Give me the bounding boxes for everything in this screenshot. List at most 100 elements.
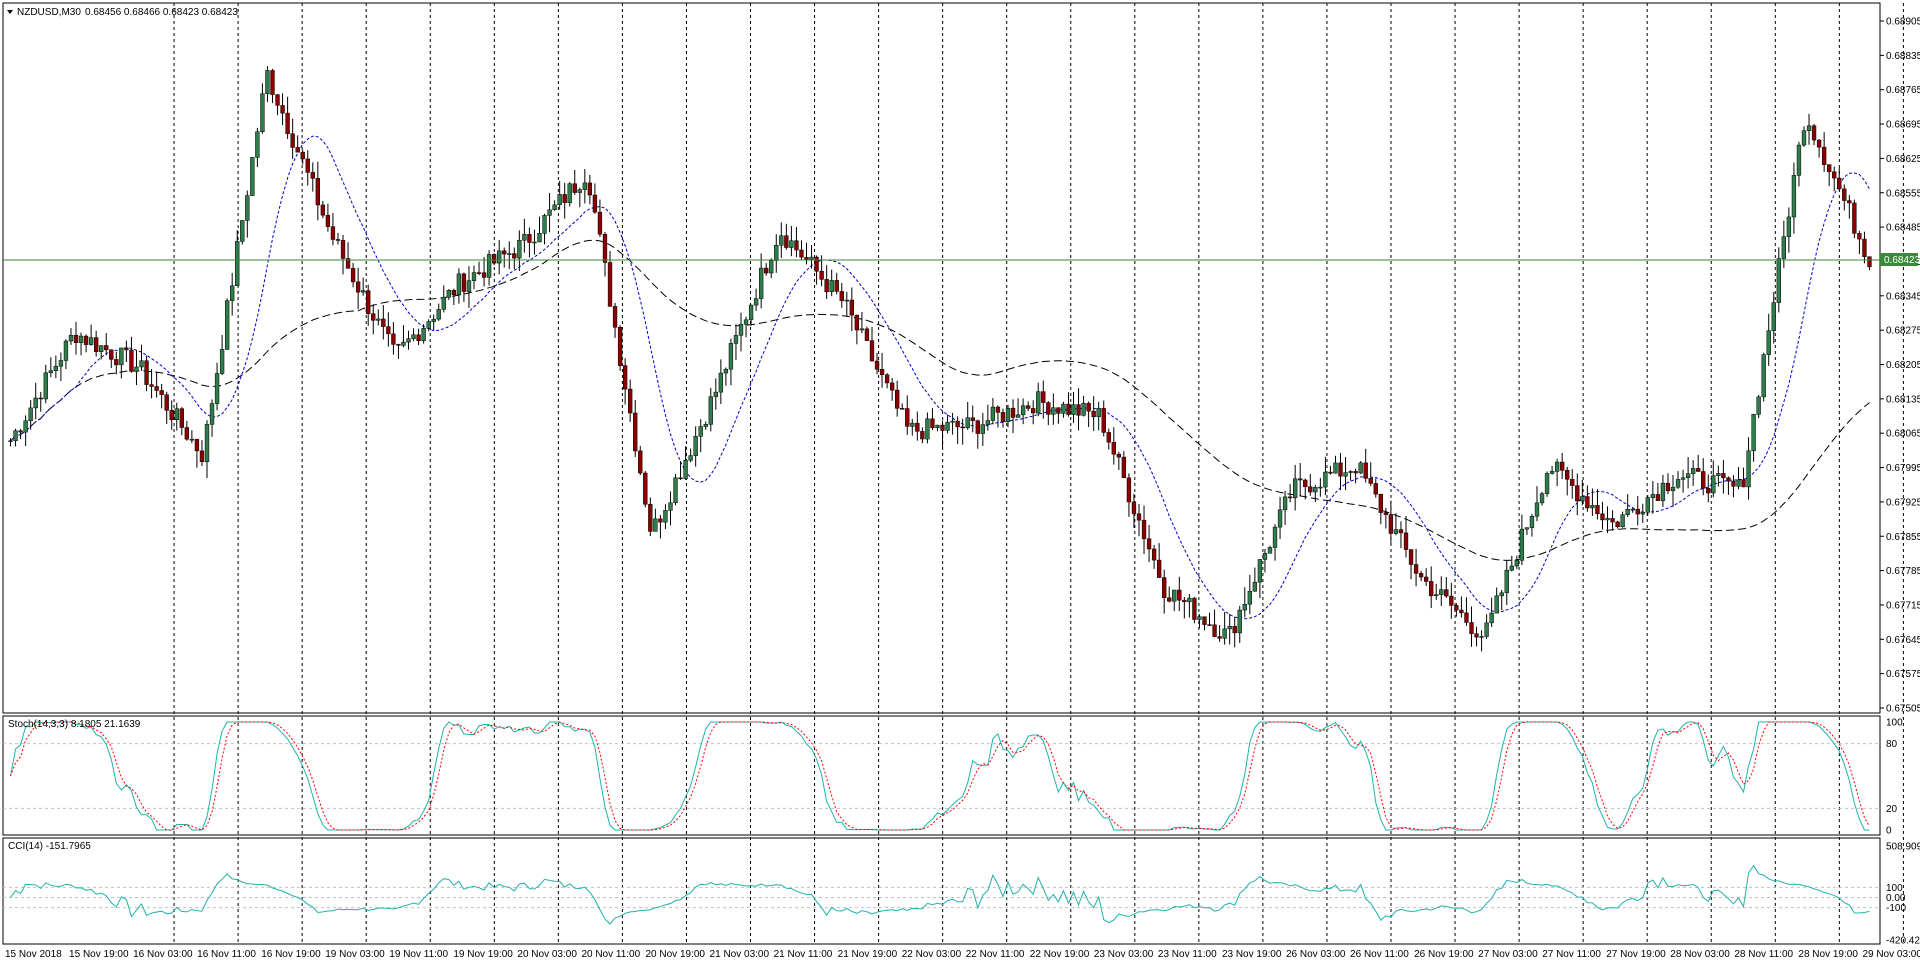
time-tick-label: 20 Nov 03:00 <box>517 949 577 960</box>
candle-body <box>1192 597 1197 620</box>
candle-body <box>1560 461 1565 471</box>
candle-body <box>355 281 361 293</box>
candle-body <box>900 408 905 410</box>
price-tick-label: 0.68625 <box>1886 154 1920 165</box>
candle-body <box>970 417 975 421</box>
candle-body <box>874 360 880 370</box>
candle-body <box>1232 626 1237 634</box>
candle-body <box>950 420 955 423</box>
candle-body <box>1711 475 1716 494</box>
time-tick-label: 28 Nov 19:00 <box>1798 949 1858 960</box>
candle-body <box>940 424 945 431</box>
candle-body <box>708 396 713 425</box>
candle-body <box>1403 532 1409 550</box>
candle-body <box>743 319 749 325</box>
candle-body <box>194 438 200 452</box>
price-tick-label: 0.67855 <box>1886 532 1920 543</box>
candle-body <box>1126 477 1132 503</box>
candle-body <box>1408 549 1414 565</box>
time-tick-label: 23 Nov 03:00 <box>1094 949 1154 960</box>
candle-body <box>955 420 960 428</box>
candle-body <box>748 304 754 321</box>
candle-body <box>245 195 250 221</box>
candle-body <box>774 245 779 261</box>
candle-body <box>1388 514 1394 534</box>
candle-body <box>1141 519 1147 540</box>
candle-body <box>1272 526 1278 548</box>
chevron-down-icon[interactable] <box>7 10 13 14</box>
candle-body <box>1197 616 1202 620</box>
candle-body <box>134 366 139 372</box>
candle-body <box>628 388 633 414</box>
candle-body <box>1237 609 1242 634</box>
candle-body <box>925 418 930 440</box>
candle-body <box>859 328 865 331</box>
candle-body <box>713 391 718 397</box>
time-tick-label: 16 Nov 19:00 <box>261 949 321 960</box>
candle-body <box>381 318 386 327</box>
candle-body <box>219 349 225 374</box>
candle-body <box>1247 590 1252 605</box>
candle-body <box>1177 589 1182 601</box>
candle-body <box>1751 414 1756 452</box>
candle-body <box>1151 548 1157 561</box>
candle-body <box>1827 164 1832 173</box>
candle-body <box>416 334 421 341</box>
time-tick-label: 20 Nov 19:00 <box>646 949 706 960</box>
candle-body <box>345 258 351 269</box>
candle-body <box>189 438 195 441</box>
time-tick-label: 19 Nov 03:00 <box>325 949 385 960</box>
candle-body <box>149 384 154 387</box>
candle-body <box>376 318 381 321</box>
candle-body <box>673 477 678 504</box>
candle-body <box>265 70 270 95</box>
candle-body <box>1590 505 1595 509</box>
candle-body <box>1202 616 1207 625</box>
candle-body <box>1207 624 1212 626</box>
candle-body <box>1771 302 1776 331</box>
time-tick-label: 28 Nov 03:00 <box>1670 949 1730 960</box>
candle-body <box>753 298 759 306</box>
candle-body <box>1358 462 1363 474</box>
candle-body <box>1036 391 1041 414</box>
candle-body <box>1650 494 1656 498</box>
price-tick-label: 0.68345 <box>1886 291 1920 302</box>
candle-body <box>879 369 885 376</box>
candle-body <box>1554 461 1560 472</box>
candle-body <box>164 394 169 411</box>
cci-tick-label: 508.909 <box>1886 842 1920 853</box>
candle-body <box>1575 485 1580 502</box>
candle-body <box>1348 471 1353 473</box>
candle-body <box>1005 407 1011 422</box>
candle-body <box>179 408 184 428</box>
candle-body <box>678 477 683 480</box>
candle-body <box>33 397 38 409</box>
candle-body <box>1479 636 1484 638</box>
candle-body <box>1071 404 1076 415</box>
candle-body <box>1106 432 1111 443</box>
cci-tick-label: -420.4212 <box>1886 936 1920 947</box>
candle-body <box>915 422 920 432</box>
candle-body <box>1121 456 1127 479</box>
candle-body <box>1015 414 1021 418</box>
candle-body <box>441 296 446 310</box>
candle-body <box>1529 516 1535 528</box>
candle-body <box>280 105 285 114</box>
stoch-axis: 100 80 20 0 <box>1886 718 1903 837</box>
candle-body <box>366 290 371 314</box>
candle-body <box>809 256 814 260</box>
time-tick-label: 16 Nov 03:00 <box>133 949 193 960</box>
candle-body <box>1182 599 1187 603</box>
candle-body <box>567 183 572 204</box>
candle-body <box>1655 494 1661 501</box>
candle-body <box>547 209 552 216</box>
candle-body <box>1061 403 1066 414</box>
candle-body <box>1514 560 1519 567</box>
candle-body <box>1832 171 1837 179</box>
candle-body <box>1660 482 1666 501</box>
candle-body <box>1076 404 1081 416</box>
time-tick-label: 21 Nov 03:00 <box>710 949 770 960</box>
candle-body <box>1222 628 1227 639</box>
candle-body <box>28 407 33 422</box>
